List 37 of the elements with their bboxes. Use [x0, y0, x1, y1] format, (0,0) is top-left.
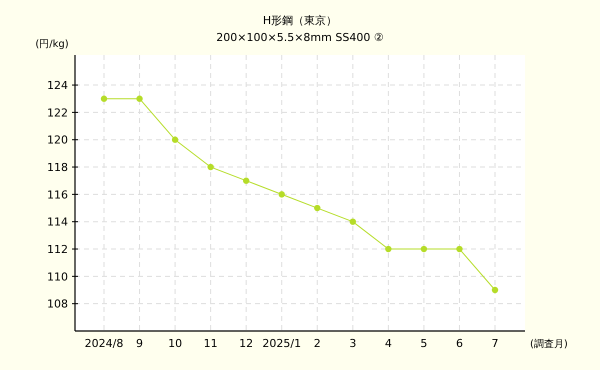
- point: [420, 246, 428, 252]
- y-tick-label: 122: [47, 106, 68, 120]
- y-tick-label: 116: [47, 188, 68, 202]
- y-tick-label: 120: [47, 134, 68, 147]
- x-tick-label: 12: [239, 337, 254, 350]
- y-tick-label: 112: [47, 243, 68, 256]
- x-tick-label: 3: [349, 337, 356, 350]
- point: [100, 96, 108, 102]
- x-tick-label: 2024/8: [84, 337, 124, 350]
- x-tick-label: 4: [384, 337, 392, 350]
- x-tick-label: 7: [492, 337, 498, 350]
- y-tick-label: 118: [47, 161, 68, 174]
- point: [350, 218, 356, 225]
- x-axis-title: (調査月): [530, 338, 568, 350]
- chart-title: H形鋼（東京）: [262, 14, 338, 27]
- point: [136, 96, 143, 102]
- x-tick-label: 6: [456, 337, 463, 350]
- point: [172, 136, 178, 143]
- point: [492, 286, 498, 294]
- x-tick-label: 9: [136, 337, 144, 350]
- y-tick-label: 108: [47, 298, 68, 311]
- point: [314, 204, 320, 212]
- y-tick-label: 114: [47, 216, 68, 229]
- point: [456, 246, 463, 252]
- point: [385, 246, 392, 252]
- chart-subtitle: 200×100×5.5×8mm SS400 ②: [216, 31, 384, 44]
- x-tick-label: 2025/1: [262, 337, 302, 350]
- x-tick-label: 5: [420, 337, 428, 350]
- y-tick-label: 110: [47, 270, 68, 284]
- point: [207, 164, 214, 170]
- y-axis-title: (円/kg): [35, 39, 69, 50]
- point: [242, 178, 250, 184]
- x-tick-label: 10: [168, 337, 182, 350]
- x-tick-label: 11: [204, 337, 218, 350]
- point: [278, 191, 285, 198]
- y-tick-label: 124: [47, 79, 68, 92]
- x-tick-label: 2: [314, 337, 321, 350]
